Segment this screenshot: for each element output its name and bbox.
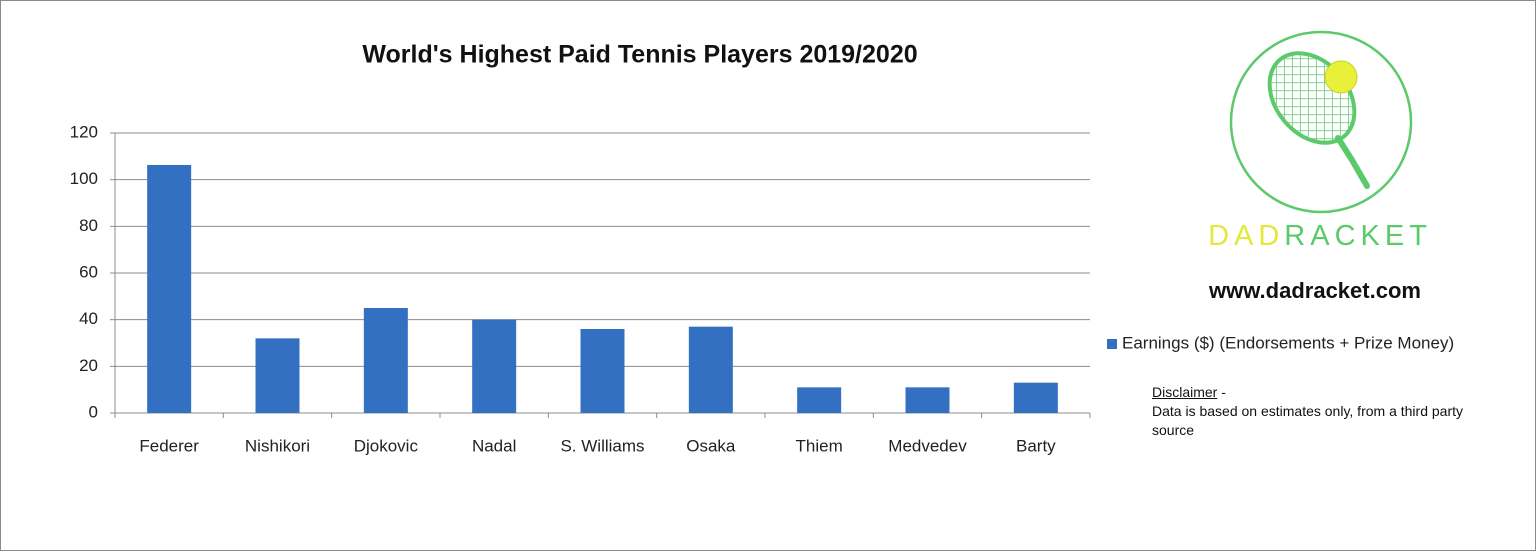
y-tick-label: 100 [70,169,98,188]
y-tick-label: 80 [79,216,98,235]
tennis-ball [1324,60,1358,94]
website: www.dadracket.com [1209,278,1421,303]
logo-circle [1229,30,1413,214]
y-tick-label: 60 [79,262,98,281]
bar [147,164,192,413]
y-tick-label: 40 [79,309,98,328]
x-tick-label: Federer [139,436,199,455]
bar [688,326,733,413]
x-tick-label: Djokovic [354,436,419,455]
disclaimer-text: Data is based on estimates only, from a … [1152,403,1463,438]
legend-label: Earnings ($) (Endorsements + Prize Money… [1122,333,1454,352]
bar [363,308,408,413]
bar [797,387,842,413]
chart-title: World's Highest Paid Tennis Players 2019… [362,41,917,69]
disclaimer: Disclaimer - Data is based on estimates o… [1152,383,1472,440]
disclaimer-heading: Disclaimer [1152,384,1218,400]
brand-part: RACKET [1284,220,1432,252]
bar [905,387,950,413]
y-tick-label: 120 [70,122,98,141]
y-tick-label: 0 [89,402,98,421]
racket-handle [1335,135,1370,189]
x-tick-label: Nadal [472,436,516,455]
brand: DADRACKET [1160,220,1480,253]
x-tick-label: Thiem [796,436,843,455]
y-tick-label: 20 [79,356,98,375]
x-tick-label: Osaka [686,436,736,455]
x-tick-label: Barty [1016,436,1056,455]
disclaimer-separator: - [1221,384,1226,400]
bar [580,329,625,413]
x-tick-label: Nishikori [245,436,310,455]
bar [255,338,300,413]
brand-part: DAD [1208,220,1285,252]
bar [1013,382,1058,413]
x-tick-label: Medvedev [888,436,967,455]
logo [1229,30,1413,214]
bar [472,319,517,413]
racket-head [1267,51,1357,145]
x-tick-label: S. Williams [560,436,644,455]
legend-swatch [1107,339,1117,349]
